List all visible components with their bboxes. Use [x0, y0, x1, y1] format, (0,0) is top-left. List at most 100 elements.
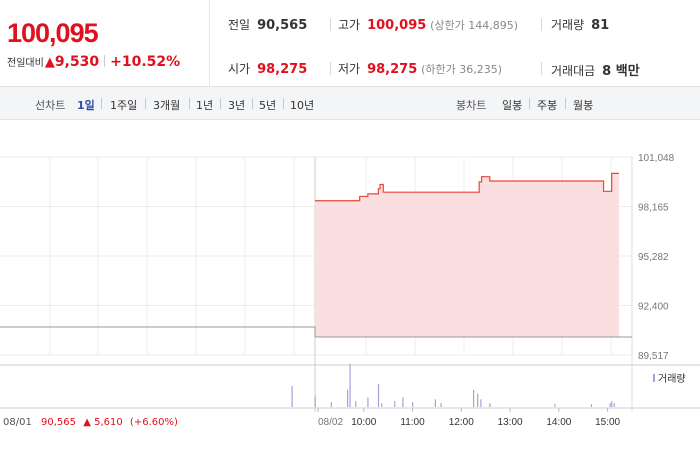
- stat-low-value: 98,275: [367, 62, 418, 77]
- divider: [104, 55, 106, 67]
- volume-bar: [590, 404, 593, 407]
- candle-chart-label: 봉차트: [456, 99, 487, 112]
- volume-bar: [609, 403, 611, 407]
- divider: [541, 18, 542, 31]
- volume-legend: 거래량: [653, 373, 686, 385]
- volume-legend-swatch: [653, 374, 655, 382]
- stat-low-label: 저가: [338, 62, 361, 76]
- volume-bar: [377, 383, 380, 407]
- divider: [189, 98, 190, 109]
- period-tab-1w[interactable]: 1주일: [110, 99, 138, 112]
- x-tick-label: 14:00: [546, 417, 571, 428]
- series-line-day1: [0, 326, 316, 338]
- stat-open-value: 98,275: [257, 62, 308, 77]
- divider: [330, 18, 331, 31]
- period-tab-1d[interactable]: 1일: [77, 99, 95, 112]
- stat-low-limit: (하한가 36,235): [421, 63, 503, 76]
- volume-bar: [330, 402, 332, 407]
- x-axis-ticks: 08/02 10:00 11:00 12:00 13:00 14:00 15:00: [317, 408, 621, 428]
- current-price: 100,095: [7, 18, 99, 48]
- change-label: 전일대비: [7, 58, 44, 69]
- volume-bar: [314, 399, 316, 407]
- stat-amount: 거래대금 8 백만: [551, 60, 640, 79]
- x-tick-label: 08/02: [318, 417, 343, 428]
- up-arrow-icon: ▲: [44, 55, 55, 70]
- caption-change: 5,610: [94, 417, 123, 428]
- stat-open: 시가 98,275: [228, 60, 307, 77]
- divider: [252, 98, 253, 109]
- x-tick-label: 10:00: [351, 417, 376, 428]
- divider: [330, 62, 331, 75]
- caption-up-arrow-icon: ▲: [83, 417, 91, 428]
- x-tick-label: 15:00: [595, 417, 620, 428]
- volume-bar: [489, 403, 491, 407]
- y-tick-label: 92,400: [638, 301, 669, 312]
- volume-bar: [480, 399, 482, 407]
- y-tick-label: 98,165: [638, 203, 669, 214]
- caption-rate: (+6.60%): [130, 417, 178, 428]
- volume-bar: [412, 402, 414, 407]
- stat-prev-value: 90,565: [257, 18, 308, 33]
- stat-high-label: 고가: [338, 18, 361, 32]
- x-tick-label: 13:00: [498, 417, 523, 428]
- period-tab-5y[interactable]: 5년: [259, 99, 277, 112]
- divider: [541, 62, 542, 75]
- volume-bar: [613, 403, 615, 407]
- volume-bar: [347, 389, 349, 407]
- stat-open-label: 시가: [228, 62, 251, 76]
- volume-bars: [291, 363, 615, 407]
- y-tick-label: 101,048: [638, 153, 675, 164]
- change-value: 9,530: [54, 54, 100, 70]
- candle-tab-daily[interactable]: 일봉: [502, 99, 523, 112]
- period-tab-10y[interactable]: 10년: [290, 99, 315, 112]
- period-tab-3y[interactable]: 3년: [228, 99, 246, 112]
- volume-bar: [349, 363, 351, 407]
- volume-bar: [394, 401, 396, 407]
- divider: [220, 98, 221, 109]
- stat-high-limit: (상한가 144,895): [430, 19, 519, 32]
- stat-high: 고가 100,095 (상한가 144,895): [338, 16, 518, 33]
- change-row: 전일대비▲9,530 +10.52%: [7, 54, 180, 70]
- svg-text:08/01 90,565 ▲: 08/01 90,565 ▲ 5,610 (+6.60%): [3, 417, 178, 428]
- volume-bar: [440, 403, 442, 407]
- divider: [283, 98, 284, 109]
- volume-bar: [355, 401, 357, 407]
- y-axis-ticks: 101,048 98,165 95,282 92,400 89,517: [638, 153, 675, 362]
- stat-prev-label: 전일: [228, 18, 251, 32]
- price-block: 100,095 전일대비▲9,530 +10.52%: [0, 0, 210, 87]
- change-rate: +10.52%: [110, 54, 181, 70]
- period-tab-3m[interactable]: 3개월: [153, 99, 181, 112]
- line-chart-label: 선차트: [35, 99, 66, 112]
- period-bar: 선차트 1일 1주일 3개월 1년 3년 5년 10년 봉차트 일봉 주봉 월봉: [0, 87, 700, 120]
- y-tick-label: 95,282: [638, 252, 669, 263]
- caption-price: 90,565: [41, 417, 76, 428]
- period-tab-1y[interactable]: 1년: [196, 99, 214, 112]
- volume-bar: [477, 393, 479, 407]
- volume-bar: [402, 397, 404, 407]
- divider: [145, 98, 146, 109]
- stat-amount-value: 8 백만: [602, 64, 640, 79]
- stat-volume-value: 81: [591, 18, 610, 33]
- volume-bar: [473, 389, 475, 407]
- prev-day-caption: 08/01 90,565 ▲ 5,610 (+6.60%): [3, 417, 178, 428]
- x-tick-label: 11:00: [400, 417, 425, 428]
- candle-tab-monthly[interactable]: 월봉: [573, 99, 594, 112]
- stat-prev: 전일 90,565: [228, 16, 307, 33]
- volume-bar: [611, 401, 613, 407]
- price-area-fill: [315, 173, 619, 338]
- price-chart[interactable]: 101,048 98,165 95,282 92,400 89,517 08/02 10:…: [0, 120, 700, 450]
- volume-bar: [554, 404, 556, 407]
- quote-summary: 100,095 전일대비▲9,530 +10.52% 전일 90,565 고가 100…: [0, 0, 700, 87]
- price-lines: [0, 172, 632, 338]
- divider: [101, 98, 102, 109]
- volume-bar: [291, 385, 293, 407]
- caption-date: 08/01: [3, 417, 32, 428]
- candle-tab-weekly[interactable]: 주봉: [537, 99, 558, 112]
- volume-bar: [381, 403, 383, 407]
- price-area: [315, 173, 619, 338]
- stat-volume-label: 거래량: [551, 18, 585, 32]
- divider: [529, 98, 530, 109]
- volume-bar: [434, 399, 436, 407]
- stat-low: 저가 98,275 (하한가 36,235): [338, 60, 502, 77]
